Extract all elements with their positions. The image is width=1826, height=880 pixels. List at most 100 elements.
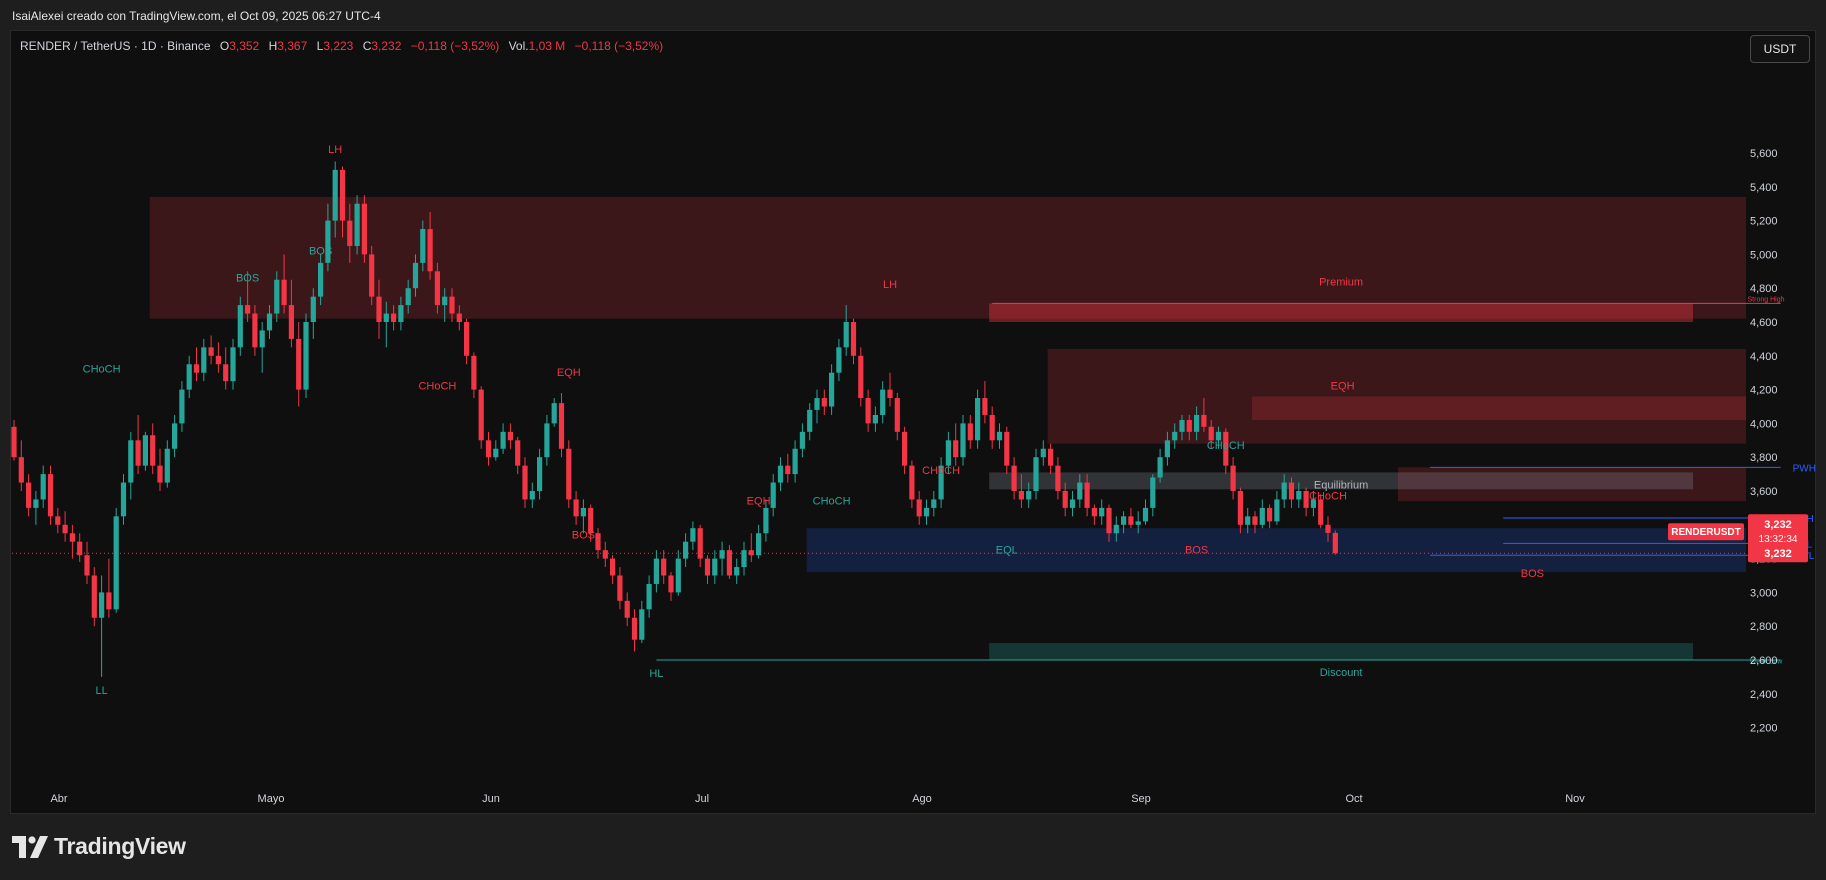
structure-label: BOS: [309, 245, 332, 257]
candle: [142, 431, 148, 471]
candle-body: [923, 507, 930, 517]
candle-body: [646, 583, 652, 610]
price-axis-tick: 2,200: [1750, 723, 1778, 735]
candle: [412, 254, 419, 297]
candle: [1208, 420, 1214, 449]
volume-change: −0,118 (−3,52%): [574, 39, 664, 53]
candle-body: [376, 296, 382, 322]
high-label: H: [268, 39, 278, 53]
symbol-price-tag: [1668, 523, 1744, 541]
candle-body: [770, 482, 776, 508]
price-axis-tick: 2,800: [1750, 621, 1778, 633]
candle: [1318, 494, 1324, 529]
candle: [938, 457, 944, 508]
symbol-name[interactable]: RENDER / TetherUS · 1D · Binance: [20, 39, 211, 53]
candle: [610, 555, 616, 584]
candle: [537, 448, 543, 500]
candle-body: [69, 533, 75, 542]
candle: [464, 318, 470, 365]
candle: [792, 440, 798, 483]
ref-label-pwh: PWH: [1793, 463, 1816, 474]
chart-frame[interactable]: [10, 30, 1816, 814]
time-axis-tick: Jul: [695, 793, 709, 805]
candle: [821, 389, 827, 415]
candle: [391, 305, 397, 331]
candle: [478, 386, 484, 449]
candle: [741, 541, 747, 576]
candle-body: [1274, 499, 1280, 522]
candle-body: [1186, 420, 1192, 432]
structure-label: EQL: [996, 545, 1018, 557]
candle-body: [150, 435, 156, 466]
symbol-info-bar: RENDER / TetherUS · 1D · Binance O3,352 …: [20, 39, 663, 53]
candle: [471, 352, 477, 399]
candle-body: [1150, 477, 1156, 508]
candle-body: [617, 575, 623, 601]
candle-body: [1267, 507, 1273, 522]
candle-body: [1332, 532, 1338, 554]
zone-supply-0: [149, 196, 1747, 319]
candle: [777, 457, 784, 491]
low-label: L: [316, 39, 324, 53]
candle: [683, 533, 689, 568]
candle: [763, 499, 769, 542]
candle-body: [318, 262, 324, 297]
candle-body: [821, 398, 827, 407]
candle-body: [690, 528, 696, 542]
candle-body: [529, 491, 535, 500]
candle: [1040, 440, 1046, 466]
candle-body: [62, 524, 68, 534]
candle: [690, 521, 696, 551]
structure-label: Strong High: [1748, 297, 1785, 304]
candle: [756, 524, 762, 559]
candle: [259, 322, 265, 373]
zone-supply-2: [1252, 396, 1746, 421]
candle: [675, 550, 681, 596]
candle-body: [1135, 521, 1141, 525]
candle: [1055, 457, 1061, 500]
candle-body: [332, 169, 338, 221]
candle-body: [361, 203, 367, 255]
candle: [719, 541, 725, 576]
candle: [113, 507, 119, 613]
candle: [1106, 504, 1112, 542]
candle-body: [1048, 448, 1054, 466]
candle-body: [595, 533, 601, 551]
candle-body: [427, 229, 433, 272]
candle-body: [296, 338, 302, 390]
candle-body: [55, 516, 61, 525]
candle-body: [40, 474, 46, 500]
candle-body: [1303, 491, 1309, 508]
price-axis-tick: 3,600: [1750, 486, 1778, 498]
symbol-tag-text: RENDERUSDT: [1671, 527, 1740, 538]
candle-body: [434, 271, 440, 306]
candle-body: [719, 550, 725, 559]
candle-body: [1310, 499, 1316, 508]
currency-button[interactable]: USDT: [1750, 35, 1810, 63]
candle: [931, 491, 937, 517]
candle: [967, 414, 973, 449]
candle: [902, 426, 908, 475]
structure-label: BOS: [572, 529, 595, 541]
candle: [120, 474, 127, 525]
candle: [223, 347, 229, 390]
candle-body: [1288, 482, 1295, 500]
candle-body: [1099, 507, 1105, 517]
tradingview-logo[interactable]: TradingView: [12, 833, 186, 860]
zone-label-equilibrium: Equilibrium: [1314, 479, 1368, 491]
candle-body: [960, 423, 966, 458]
candle: [33, 491, 39, 525]
candle-body: [945, 440, 951, 466]
candle-body: [398, 305, 404, 322]
candle-body: [113, 516, 119, 610]
candle: [726, 545, 732, 579]
candle-body: [442, 296, 448, 306]
time-axis-tick: Jun: [482, 793, 500, 805]
candle-body: [135, 440, 141, 466]
candle-body: [1252, 516, 1258, 525]
candle-body: [1011, 465, 1017, 491]
zone-label-discount: Discount: [1320, 667, 1363, 679]
candle-body: [120, 482, 127, 517]
candle: [310, 288, 316, 339]
